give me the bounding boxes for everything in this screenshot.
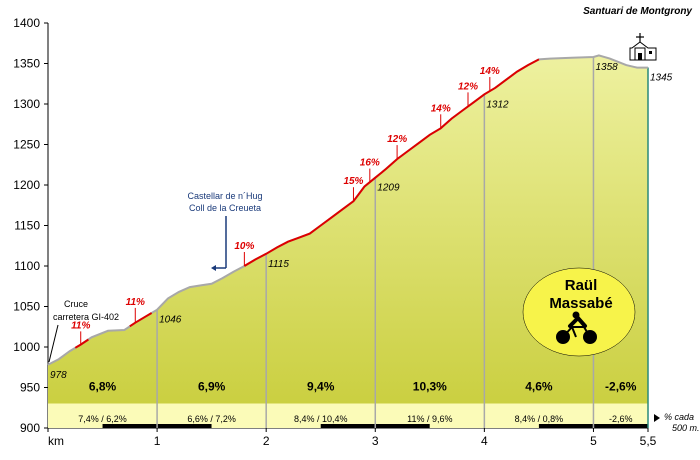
elevation-label: 1209 (377, 183, 400, 194)
profile-labels: 978 1046 1115 1209 1312 1358 1345 11% 11% 10% 15% 1… (50, 62, 673, 381)
cruce-label-line2: carretera GI-402 (53, 312, 119, 322)
segment-average-gradient: 10,3% (413, 380, 447, 394)
profile-area (48, 55, 648, 429)
y-tick-label: 1200 (13, 178, 40, 192)
y-tick-label: 1000 (13, 340, 40, 354)
band-scale-segment (320, 424, 376, 428)
cruce-annotation: Cruce carretera GI-402 (48, 299, 119, 363)
profile-fill (48, 55, 648, 429)
segment-detail-gradient: 8,4% / 0,8% (515, 414, 564, 424)
segment-detail-gradient: 11% / 9,6% (407, 414, 452, 424)
castellar-arrowhead (211, 265, 216, 271)
band-scale-segment (157, 424, 212, 428)
y-tick-label: 900 (20, 421, 40, 435)
x-tick-label: 4 (481, 434, 488, 448)
segment-average-gradient: 6,9% (198, 380, 226, 394)
band-scale-segment (375, 424, 430, 428)
gradient-label: 16% (360, 158, 380, 169)
castellar-annotation: Castellar de n´Hug Coll de la Creueta (187, 191, 263, 271)
steep-section (243, 58, 540, 267)
gradient-label: 12% (387, 134, 407, 145)
y-tick-label: 1150 (14, 219, 40, 233)
x-tick-label: 3 (372, 434, 379, 448)
segment-detail-gradient: 7,4% / 6,2% (78, 414, 127, 424)
gradient-label: 10% (234, 241, 254, 252)
cruce-pointer (48, 324, 59, 363)
gradient-label: 12% (458, 81, 478, 92)
scale-note-line1: % cada (664, 412, 694, 422)
author-badge-background (522, 267, 636, 357)
band-scale-segment (593, 424, 648, 428)
elevation-label: 1115 (268, 259, 289, 270)
x-axis-label: km (48, 434, 64, 448)
y-tick-label: 1250 (13, 138, 40, 152)
gradient-label: 11% (71, 320, 90, 331)
scale-note-arrow (654, 414, 660, 422)
castellar-label-line1: Castellar de n´Hug (187, 191, 262, 201)
cyclist-icon (556, 311, 597, 344)
y-tick-label: 950 (20, 381, 40, 395)
gradient-label: 14% (431, 103, 451, 114)
author-first-name: Raül (565, 277, 598, 294)
elevation-label: 1345 (650, 73, 673, 84)
scale-note: % cada 500 m. (654, 412, 700, 433)
scale-note-line2: 500 m. (672, 423, 700, 433)
y-tick-label: 1400 (13, 16, 40, 30)
band-scale-segment (211, 424, 267, 428)
elevation-label: 1358 (595, 62, 618, 73)
segment-detail-gradient: 6,6% / 7,2% (187, 414, 236, 424)
castellar-label-line2: Coll de la Creueta (189, 203, 261, 213)
profile-line (47, 54, 648, 366)
segment-average-gradient: 4,6% (525, 380, 553, 394)
x-tick-label: 2 (263, 434, 270, 448)
band-scale-segment (429, 424, 485, 428)
author-badge: Raül Massabé (522, 267, 636, 357)
km-markers (156, 57, 649, 428)
gradient-label: 15% (343, 176, 363, 187)
gradient-band: 6,8% 7,4% / 6,2% 6,9% 6,6% / 7,2% 9,4% 8,4% /… (48, 380, 648, 428)
x-tick-label: 5,5 (640, 434, 657, 448)
segment-detail-gradient: -2,6% (609, 414, 633, 424)
y-tick-label: 1300 (13, 97, 40, 111)
band-scale-segment (48, 424, 103, 428)
cruce-label-line1: Cruce (64, 299, 88, 309)
band-scale-segment (266, 424, 321, 428)
segment-detail-gradient: 8,4% / 10,4% (294, 414, 348, 424)
y-tick-label: 1350 (13, 57, 40, 71)
band-scale-segment (484, 424, 539, 428)
author-last-name: Massabé (549, 295, 612, 312)
steep-section (129, 312, 153, 328)
segment-average-gradient: -2,6% (605, 380, 637, 394)
segment-average-gradient: 6,8% (89, 380, 117, 394)
elevation-label: 1046 (159, 315, 182, 326)
gradient-label: 14% (480, 66, 500, 77)
elevation-label: 1312 (486, 99, 509, 110)
x-tick-label: 1 (154, 434, 161, 448)
band-scale-segment (538, 424, 594, 428)
y-tick-label: 1050 (13, 300, 40, 314)
y-tick-label: 1100 (14, 259, 40, 273)
segment-average-gradient: 9,4% (307, 380, 335, 394)
band-background (48, 403, 648, 428)
band-scale-segment (102, 424, 158, 428)
elevation-label: 978 (50, 370, 67, 381)
chapel-icon (629, 33, 657, 61)
chart-title: Santuari de Montgrony (583, 6, 692, 17)
x-tick-label: 5 (590, 434, 597, 448)
gradient-label: 11% (126, 297, 145, 308)
